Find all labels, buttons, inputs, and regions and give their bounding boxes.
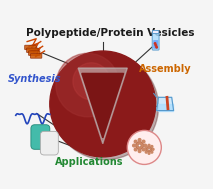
Text: Polypeptide/Protein Vesicles: Polypeptide/Protein Vesicles [26,28,194,38]
FancyBboxPatch shape [30,54,42,58]
Circle shape [148,152,150,154]
Circle shape [142,140,145,143]
Circle shape [145,146,147,147]
Circle shape [53,54,158,160]
FancyBboxPatch shape [27,48,38,53]
Circle shape [127,130,161,164]
Circle shape [144,144,147,147]
Circle shape [73,63,110,100]
Polygon shape [78,68,127,144]
Circle shape [144,148,146,150]
Circle shape [156,46,157,48]
Circle shape [138,150,141,153]
FancyBboxPatch shape [31,125,50,149]
Circle shape [142,148,145,151]
FancyBboxPatch shape [152,33,159,50]
Text: Assembly: Assembly [139,64,191,74]
Text: Applications: Applications [55,157,124,167]
Circle shape [134,140,137,143]
Circle shape [155,45,157,46]
Circle shape [136,142,144,149]
Circle shape [148,148,150,150]
Circle shape [152,148,154,150]
Circle shape [133,144,135,147]
Circle shape [151,146,153,147]
Circle shape [145,151,147,153]
Circle shape [134,148,137,151]
Circle shape [146,146,152,152]
Circle shape [56,53,119,117]
Circle shape [151,151,153,153]
Polygon shape [82,73,124,138]
Circle shape [154,43,156,44]
Circle shape [50,51,156,157]
Text: Synthesis: Synthesis [8,74,61,84]
FancyBboxPatch shape [40,131,58,155]
FancyBboxPatch shape [153,40,158,49]
Polygon shape [157,97,174,111]
FancyBboxPatch shape [25,45,36,50]
Circle shape [138,144,141,147]
Circle shape [138,139,141,141]
Circle shape [148,144,150,146]
FancyBboxPatch shape [153,30,159,33]
FancyBboxPatch shape [29,51,40,55]
